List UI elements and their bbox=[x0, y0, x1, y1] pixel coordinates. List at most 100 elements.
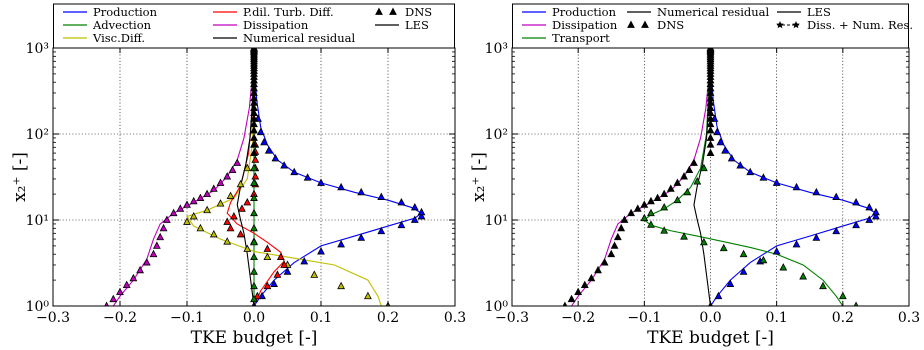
dns-marker bbox=[746, 167, 755, 176]
y-axis-label: x₂⁺ [-] bbox=[10, 152, 30, 202]
dns-marker bbox=[706, 148, 715, 156]
dns-marker bbox=[223, 237, 232, 245]
legend-label: Dissipation bbox=[552, 18, 618, 32]
dns-marker bbox=[727, 153, 736, 162]
x-axis-label: TKE budget [-] bbox=[191, 328, 318, 348]
dns-marker bbox=[699, 237, 708, 246]
dns-marker bbox=[270, 279, 279, 287]
dns-marker bbox=[209, 229, 218, 238]
dns-marker bbox=[706, 114, 715, 122]
dns-marker bbox=[397, 220, 406, 229]
legend-label: Production bbox=[552, 5, 617, 19]
legend-label: Visc.Diff. bbox=[92, 31, 145, 45]
dns-marker bbox=[660, 226, 669, 234]
x-tick-label: 0.0 bbox=[699, 310, 721, 326]
dns-marker bbox=[357, 233, 366, 241]
dns-marker bbox=[250, 281, 258, 290]
dns-marker bbox=[838, 291, 847, 300]
series-line bbox=[112, 48, 255, 306]
dns-marker bbox=[250, 148, 258, 156]
dns-marker bbox=[273, 270, 282, 278]
dns-marker bbox=[716, 137, 725, 146]
dns-marker bbox=[250, 267, 258, 275]
y-tick-label: 10⁰ bbox=[485, 299, 509, 315]
dns-marker bbox=[673, 195, 682, 204]
dns-marker bbox=[594, 265, 602, 274]
y-tick-label: 10³ bbox=[485, 41, 508, 57]
dns-marker bbox=[666, 184, 675, 192]
legend-star-swatch bbox=[776, 21, 784, 29]
dns-marker bbox=[872, 207, 880, 216]
dns-marker bbox=[253, 291, 262, 300]
series-line bbox=[186, 48, 382, 306]
dns-marker bbox=[116, 287, 124, 296]
dns-marker bbox=[176, 204, 185, 212]
dns-marker bbox=[196, 223, 205, 232]
series-line bbox=[236, 48, 255, 306]
y-tick-label: 10² bbox=[485, 127, 508, 143]
dns-marker bbox=[337, 182, 346, 191]
dns-marker bbox=[250, 79, 258, 88]
dns-marker bbox=[610, 241, 619, 249]
dns-marker bbox=[706, 103, 715, 112]
dns-marker bbox=[162, 215, 171, 223]
dns-marker bbox=[280, 161, 289, 169]
dns-marker bbox=[260, 137, 268, 146]
dns-marker bbox=[250, 237, 258, 246]
x-axis: −0.3 −0.2 −0.1 0.0 0.1 0.2 0.3 bbox=[495, 48, 920, 326]
x-tick-label: −0.2 bbox=[103, 310, 137, 326]
dns-marker bbox=[251, 172, 260, 180]
dns-marker bbox=[812, 233, 821, 241]
y-axis: 10⁰ 10¹ 10² 10³ bbox=[485, 41, 909, 315]
dns-marker bbox=[223, 217, 232, 225]
dns-marker bbox=[685, 165, 694, 174]
dns-marker bbox=[600, 258, 609, 266]
legend-triangle-swatch bbox=[389, 7, 397, 15]
dns-marker bbox=[189, 211, 198, 220]
dns-marker bbox=[250, 88, 258, 96]
dns-marker bbox=[410, 215, 419, 223]
dns-marker bbox=[264, 146, 273, 154]
dns-marker bbox=[699, 163, 708, 172]
dns-marker bbox=[250, 208, 258, 217]
dns-marker bbox=[620, 215, 629, 223]
y-axis: 10⁰ 10¹ 10² 10³ bbox=[26, 41, 455, 315]
dns-marker bbox=[580, 280, 589, 289]
dns-marker bbox=[250, 163, 258, 172]
dns-marker bbox=[772, 178, 781, 186]
dns-marker bbox=[660, 189, 669, 198]
dns-marker bbox=[574, 287, 583, 296]
dns-marker bbox=[706, 83, 715, 92]
legend-label: Transport bbox=[552, 31, 610, 45]
dns-marker bbox=[149, 249, 158, 258]
x-tick-label: 0.3 bbox=[444, 310, 466, 326]
y-tick-label: 10³ bbox=[26, 41, 49, 57]
legend-label: Numerical residual bbox=[243, 31, 355, 45]
dns-marker bbox=[250, 193, 258, 201]
dns-marker bbox=[739, 267, 748, 275]
dns-marker bbox=[250, 83, 258, 92]
series-line bbox=[571, 48, 712, 306]
x-tick-label: 0.2 bbox=[377, 310, 399, 326]
legend-label: P.dil. Turb. Diff. bbox=[243, 5, 334, 19]
dns-marker bbox=[250, 223, 258, 232]
dns-marker bbox=[109, 294, 118, 303]
dns-marker bbox=[852, 220, 860, 229]
dns-marker bbox=[587, 273, 596, 282]
dns-marker bbox=[226, 191, 235, 199]
dns-marker bbox=[250, 178, 258, 186]
dns-marker bbox=[290, 167, 299, 176]
y-axis-label: x₂⁺ [-] bbox=[469, 152, 489, 202]
dns-marker bbox=[250, 114, 258, 122]
dns-marker bbox=[228, 165, 237, 174]
dns-marker bbox=[759, 173, 768, 181]
dns-marker bbox=[721, 146, 729, 154]
legend-label: LES bbox=[807, 5, 831, 19]
dns-marker bbox=[310, 270, 319, 278]
y-tick-label: 10² bbox=[26, 127, 49, 143]
dns-marker bbox=[690, 158, 698, 166]
series-group bbox=[104, 48, 426, 306]
dns-marker bbox=[627, 208, 636, 217]
